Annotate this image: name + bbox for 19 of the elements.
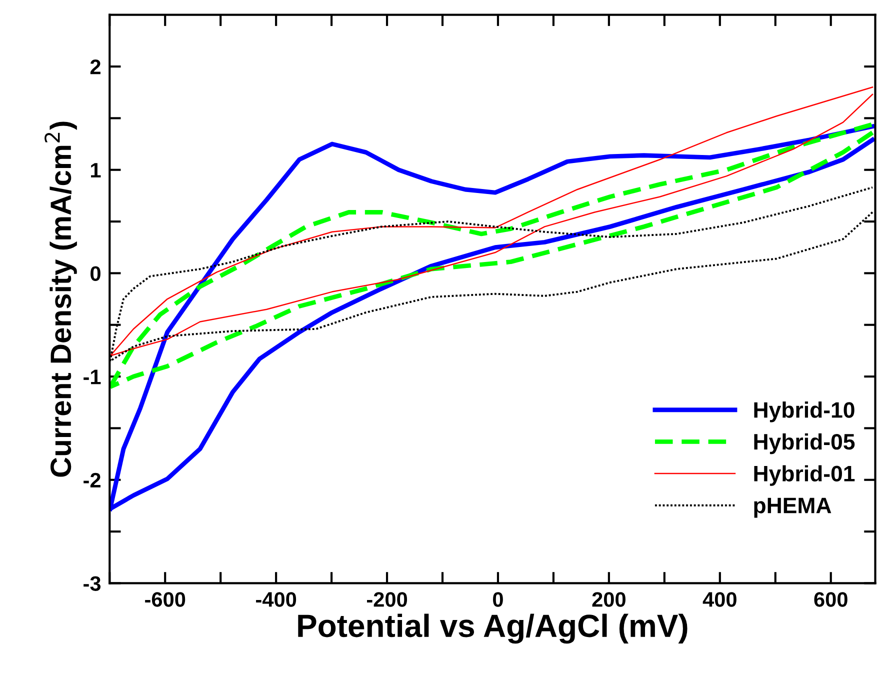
y-tick-label: 2 [90,60,100,74]
x-tick-label: 400 [702,592,736,607]
legend-label: pHEMA [754,498,832,518]
x-tick-label: 200 [592,592,626,607]
y-tick-label: -2 [84,472,100,488]
x-tick-label: -600 [145,592,186,607]
y-tick-label: 0 [90,266,100,281]
x-tick-label: 600 [814,592,848,607]
y-tick-label: -1 [84,370,101,384]
legend-label: Hybrid-05 [754,433,855,454]
y-tick-label: -3 [84,576,101,591]
x-tick-label: -200 [366,592,408,607]
x-tick-label: 0 [493,592,503,607]
y-axis-title: Current Density (mA/cm$^{2}$) [44,122,77,477]
legend-label: Hybrid-10 [754,402,854,422]
x-axis-title: Potential vs Ag/AgCl (mV) [298,614,688,644]
x-tick-label: -400 [256,592,296,607]
y-tick-label: 1 [91,163,101,178]
legend-label: Hybrid-01 [754,465,855,486]
